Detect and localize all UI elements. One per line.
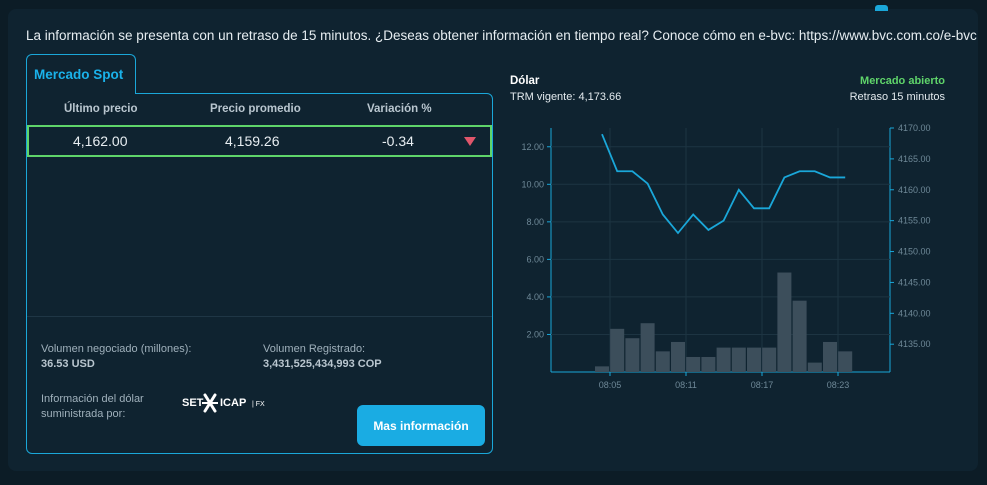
- volume-bar: [777, 272, 792, 372]
- volume-bar: [792, 300, 807, 372]
- volume-bar: [731, 347, 746, 372]
- x-tick-label: 08:05: [599, 380, 622, 390]
- left-tick-label: 2.00: [526, 329, 544, 339]
- x-tick-label: 08:11: [675, 380, 697, 390]
- header-avg-price: Precio promedio: [210, 103, 301, 115]
- volume-bar: [701, 356, 716, 372]
- x-tick-label: 08:17: [751, 380, 774, 390]
- delay-status: Retraso 15 minutos: [849, 91, 945, 103]
- price-line: [601, 133, 846, 235]
- volume-bars: [595, 272, 853, 372]
- svg-text:ICAP: ICAP: [220, 397, 246, 409]
- x-axis: 08:05 08:11 08:17 08:23: [599, 372, 850, 390]
- top-indicator: [875, 5, 888, 11]
- set-icap-logo: SET ICAP | FX: [182, 393, 265, 413]
- left-tick-label: 10.00: [521, 179, 544, 189]
- divider: [27, 316, 492, 317]
- right-tick-label: 4145.00: [898, 277, 931, 287]
- volume-registered-value: 3,431,525,434,993 COP: [263, 358, 382, 370]
- volume-negotiated-label: Volumen negociado (millones):: [41, 343, 192, 355]
- volume-bar: [823, 341, 837, 372]
- right-tick-label: 4135.00: [898, 339, 931, 349]
- right-tick-label: 4140.00: [898, 308, 931, 318]
- right-tick-label: 4160.00: [898, 185, 931, 195]
- volume-bar: [762, 347, 777, 372]
- last-price-value: 4,162.00: [73, 133, 128, 149]
- volume-bar: [716, 347, 731, 372]
- volume-negotiated-value: 36.53 USD: [41, 358, 95, 370]
- volume-bar: [671, 341, 685, 372]
- right-tick-label: 4155.00: [898, 216, 931, 226]
- spot-panel: Último precio Precio promedio Variación …: [26, 93, 493, 454]
- volume-bar: [625, 338, 640, 372]
- volume-bar: [595, 366, 609, 372]
- provider-label-line2: suministrada por:: [41, 408, 126, 420]
- left-axis: 2.00 4.00 6.00 8.00 10.00 12.00: [521, 142, 551, 339]
- svg-text:SET: SET: [182, 397, 204, 409]
- svg-text:| FX: | FX: [252, 401, 265, 408]
- volume-bar: [747, 347, 761, 372]
- volume-bar: [686, 356, 701, 372]
- tab-mercado-spot[interactable]: Mercado Spot: [26, 54, 136, 94]
- header-change: Variación %: [367, 103, 432, 115]
- volume-bar: [838, 351, 853, 372]
- x-tick-label: 08:23: [827, 380, 850, 390]
- left-tick-label: 12.00: [521, 142, 544, 152]
- chart-title: Dólar: [510, 75, 540, 87]
- trm-value: TRM vigente: 4,173.66: [510, 91, 622, 103]
- provider-label-line1: Información del dólar: [41, 393, 144, 405]
- header-last-price: Último precio: [64, 103, 138, 115]
- volume-registered-label: Volumen Registrado:: [263, 343, 366, 355]
- volume-bar: [655, 351, 670, 372]
- left-tick-label: 6.00: [526, 254, 544, 264]
- change-value: -0.34: [382, 133, 414, 149]
- market-status: Mercado abierto: [860, 75, 945, 87]
- price-volume-chart: 2.00 4.00 6.00 8.00 10.00 12.00 4135.00 4140.0…: [521, 123, 931, 390]
- left-tick-label: 4.00: [526, 292, 544, 302]
- delay-notice: La información se presenta con un retras…: [26, 28, 977, 43]
- down-arrow-icon: [464, 137, 476, 146]
- volume-bar: [640, 323, 655, 372]
- avg-price-value: 4,159.26: [225, 133, 280, 149]
- more-info-button[interactable]: Mas información: [357, 405, 485, 446]
- volume-bar: [807, 362, 822, 372]
- tab-label: Mercado Spot: [34, 67, 124, 82]
- chart-grid: [550, 128, 891, 373]
- volume-bar: [610, 328, 625, 372]
- right-tick-label: 4170.00: [898, 123, 931, 133]
- price-row: 4,162.00 4,159.26 -0.34: [27, 125, 492, 157]
- right-axis: 4135.00 4140.00 4145.00 4150.00 4155.00 4160.…: [890, 123, 931, 349]
- left-tick-label: 8.00: [526, 217, 544, 227]
- right-tick-label: 4165.00: [898, 154, 931, 164]
- right-tick-label: 4150.00: [898, 247, 931, 257]
